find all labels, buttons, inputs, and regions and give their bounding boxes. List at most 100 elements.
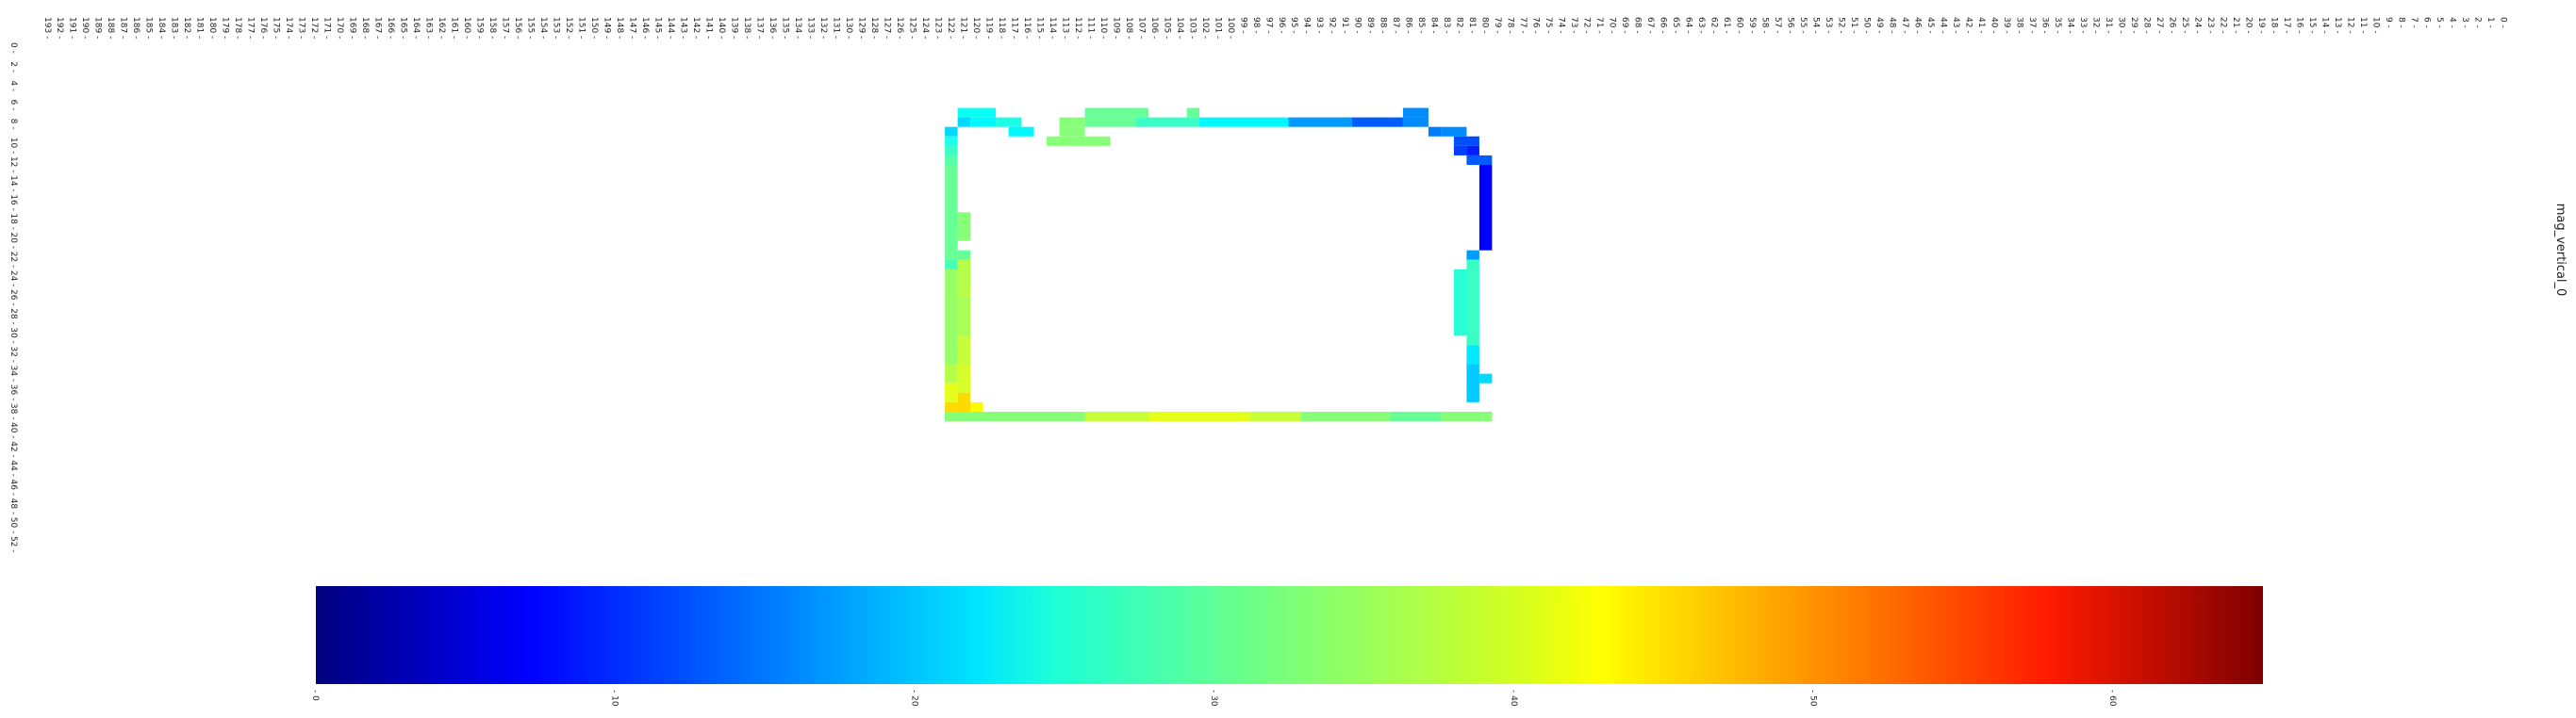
x-tick-label: 122 - (946, 17, 955, 39)
x-tick-label: 66 - (1659, 17, 1668, 34)
x-tick-label: 92 - (1328, 17, 1337, 34)
x-tick-label: 95 - (1289, 17, 1298, 34)
colorbar-tick-label: - 40 (1509, 690, 1518, 707)
y-tick-label: 48 - (8, 498, 18, 515)
x-tick-label: 117 - (1009, 17, 1018, 39)
x-tick-label: 9 - (2384, 17, 2393, 28)
y-tick-label: 12 - (8, 156, 18, 173)
x-tick-label: 45 - (1925, 17, 1935, 34)
x-tick-label: 80 - (1480, 17, 1490, 34)
x-tick-label: 85 - (1416, 17, 1426, 34)
x-tick-label: 130 - (844, 17, 853, 39)
x-tick-label: 165 - (399, 17, 408, 39)
x-tick-label: 44 - (1938, 17, 1947, 34)
x-tick-label: 107 - (1136, 17, 1146, 39)
x-tick-label: 138 - (742, 17, 751, 39)
x-tick-label: 143 - (678, 17, 687, 39)
heatmap-cell (945, 155, 958, 165)
x-tick-label: 166 - (386, 17, 395, 39)
y-tick-label: 52 - (8, 536, 18, 553)
x-tick-label: 156 - (513, 17, 522, 39)
colorbar-tick-label: - 50 (1808, 690, 1817, 707)
y-tick-label: 42 - (8, 441, 18, 458)
heatmap-cell (945, 383, 958, 402)
y-tick-label: 28 - (8, 308, 18, 325)
heatmap-cell (1390, 117, 1403, 127)
x-tick-label: 180 - (207, 17, 217, 39)
x-tick-label: 120 - (971, 17, 981, 39)
x-tick-label: 43 - (1951, 17, 1960, 34)
x-tick-label: 106 - (1149, 17, 1159, 39)
heatmap-cells (945, 107, 1493, 422)
heatmap-cell (945, 269, 958, 365)
heatmap-cell (1402, 117, 1428, 127)
x-tick-label: 145 - (653, 17, 663, 39)
heatmap-cell (1351, 117, 1391, 127)
x-tick-label: 2 - (2472, 17, 2482, 28)
x-tick-label: 183 - (170, 17, 179, 39)
heatmap-cell (957, 250, 971, 260)
x-tick-label: 191 - (68, 17, 77, 39)
heatmap-cell (1084, 411, 1149, 422)
x-tick-label: 102 - (1200, 17, 1210, 39)
x-tick-label: 124 - (920, 17, 930, 39)
x-tick-label: 62 - (1709, 17, 1719, 34)
x-tick-label: 99 - (1238, 17, 1247, 34)
x-tick-label: 30 - (2116, 17, 2125, 34)
x-tick-label: 16 - (2294, 17, 2304, 34)
x-tick-label: 172 - (309, 17, 319, 39)
x-tick-label: 73 - (1569, 17, 1578, 34)
x-tick-label: 56 - (1786, 17, 1795, 34)
x-tick-label: 38 - (2014, 17, 2023, 34)
x-tick-label: 167 - (373, 17, 383, 39)
heatmap-cell (957, 107, 997, 118)
x-axis-tick-labels: 0 -1 -2 -3 - 4 -5 - 6 -7 - 8 -9 - 10 -11 - 12… (42, 17, 2508, 39)
x-tick-label: 128 - (869, 17, 879, 39)
x-tick-label: 181 - (195, 17, 205, 39)
x-tick-label: 12 - (2345, 17, 2354, 34)
heatmap-cell (1428, 126, 1442, 137)
heatmap-cell (1478, 373, 1493, 383)
heatmap-cell (945, 145, 958, 155)
x-tick-label: 177 - (246, 17, 256, 39)
heatmap-cell (1466, 145, 1479, 155)
x-tick-label: 14 - (2320, 17, 2329, 34)
x-tick-label: 40 - (1989, 17, 1998, 34)
x-tick-label: 147 - (628, 17, 637, 39)
heatmap-cell (957, 117, 971, 127)
x-tick-label: 53 - (1824, 17, 1833, 34)
x-tick-label: 5 - (2435, 17, 2444, 28)
x-tick-label: 189 - (93, 17, 103, 39)
x-tick-label: 119 - (983, 17, 993, 39)
x-tick-label: 58 - (1760, 17, 1770, 34)
x-tick-label: 121 - (958, 17, 967, 39)
x-tick-label: 178 - (233, 17, 242, 39)
x-tick-label: 78 - (1506, 17, 1515, 34)
x-tick-label: 182 - (182, 17, 191, 39)
x-tick-label: 18 - (2269, 17, 2278, 34)
x-tick-label: 140 - (717, 17, 726, 39)
colorbar-tick-label: - 10 (610, 690, 619, 707)
x-tick-label: 160 - (462, 17, 471, 39)
x-tick-label: 109 - (1111, 17, 1120, 39)
x-tick-label: 94 - (1302, 17, 1312, 34)
x-tick-label: 54 - (1811, 17, 1821, 34)
x-tick-label: 13 - (2333, 17, 2342, 34)
x-tick-label: 47 - (1900, 17, 1909, 34)
x-tick-label: 168 - (360, 17, 370, 39)
heatmap-cell (957, 259, 971, 299)
heatmap-cell (1453, 145, 1467, 155)
x-tick-label: 133 - (805, 17, 815, 39)
x-tick-label: 67 - (1645, 17, 1655, 34)
heatmap-cell (957, 364, 971, 393)
x-tick-label: 86 - (1404, 17, 1413, 34)
y-tick-label: 8 - (8, 119, 18, 130)
y-tick-label: 38 - (8, 403, 18, 420)
heatmap-cell (1084, 107, 1149, 118)
x-tick-label: 91 - (1340, 17, 1349, 34)
x-tick-label: 61 - (1722, 17, 1731, 34)
x-tick-label: 70 - (1608, 17, 1617, 34)
colorbar (316, 586, 2263, 684)
x-tick-label: 97 - (1263, 17, 1273, 34)
heatmap-cell (1135, 117, 1200, 127)
